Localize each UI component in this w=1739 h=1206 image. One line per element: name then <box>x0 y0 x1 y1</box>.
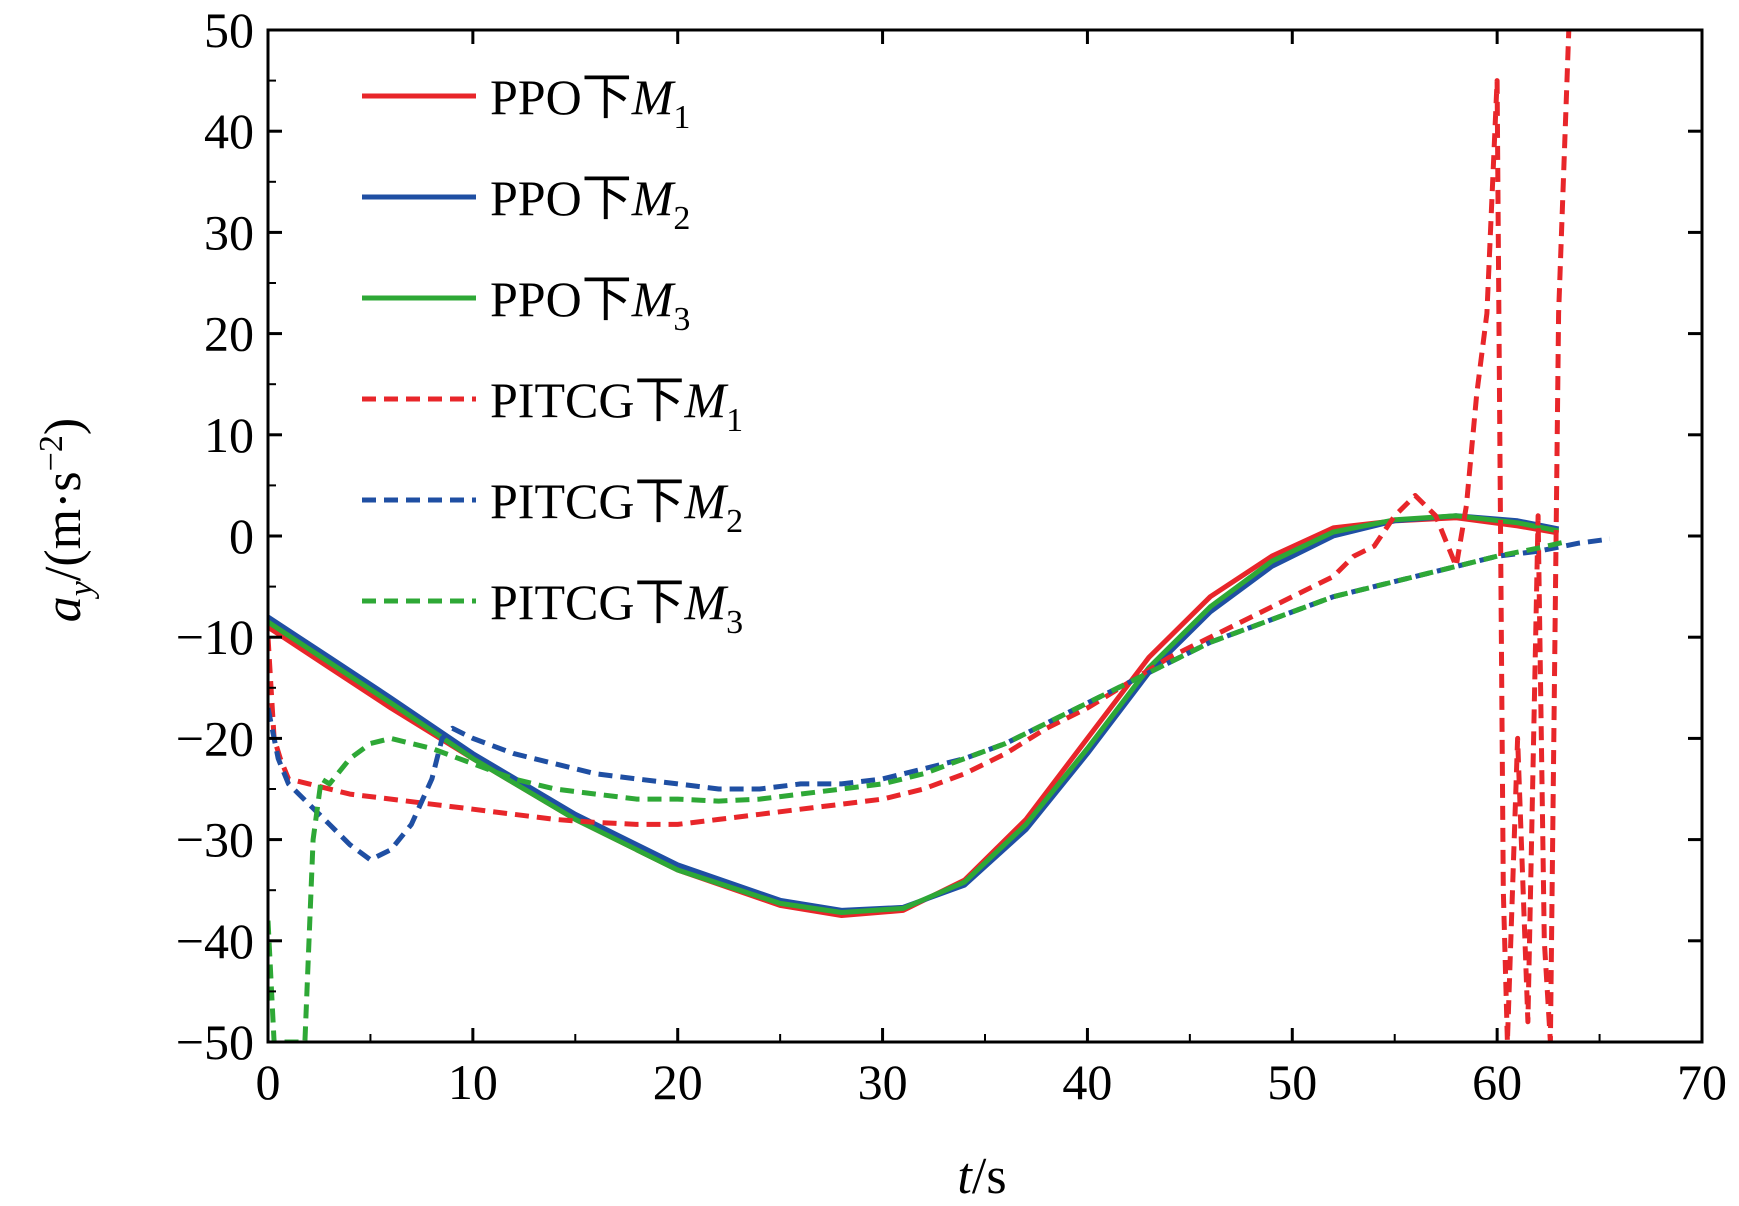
x-tick-label: 10 <box>448 1054 498 1110</box>
y-tick-label: 50 <box>204 2 254 58</box>
x-axis: 0 10 20 30 40 50 60 70 <box>256 30 1727 1110</box>
legend-label-sub: 2 <box>726 503 743 540</box>
x-tick-label: 60 <box>1472 1054 1522 1110</box>
svg-text:ay/(m·s−2): ay/(m·s−2) <box>33 418 100 622</box>
y-tick-label: −10 <box>176 609 254 665</box>
series-line-2 <box>268 513 1560 913</box>
y-axis-unit-close: ) <box>35 418 92 435</box>
series-lines <box>268 30 1611 1042</box>
legend-label-1: PPO下M1 <box>490 69 690 136</box>
legend-label-var: M <box>683 473 728 529</box>
x-tick-label: 40 <box>1062 1054 1112 1110</box>
y-tick-label: −40 <box>176 913 254 969</box>
plot-frame <box>266 28 1704 1044</box>
series-line-6 <box>268 538 1570 1042</box>
legend-label-prefix: PPO下 <box>490 69 632 125</box>
svg-text:t/s: t/s <box>957 1148 1006 1205</box>
legend-label-var: M <box>631 271 676 327</box>
y-axis: −50 −40 −30 −20 −10 0 10 20 30 40 50 <box>176 2 1702 1070</box>
legend-label-prefix: PITCG下 <box>490 372 684 428</box>
y-tick-label: 0 <box>229 508 254 564</box>
legend-label-sub: 2 <box>673 200 690 237</box>
y-axis-var-sub: y <box>63 580 100 599</box>
y-tick-label: 40 <box>204 103 254 159</box>
y-tick-label: −30 <box>176 812 254 868</box>
y-axis-unit: /(m·s <box>35 471 92 581</box>
x-tick-label: 20 <box>653 1054 703 1110</box>
y-axis-title: ay/(m·s−2) <box>33 418 100 622</box>
x-tick-label: 70 <box>1677 1054 1727 1110</box>
x-tick-label: 30 <box>858 1054 908 1110</box>
series-line-1 <box>268 515 1560 918</box>
legend-label-sub: 1 <box>726 402 743 439</box>
legend-label-var: M <box>683 574 728 630</box>
legend-label-3: PPO下M3 <box>490 271 690 338</box>
legend-label-4: PITCG下M1 <box>490 372 743 439</box>
y-tick-label: 20 <box>204 306 254 362</box>
x-axis-unit: /s <box>972 1148 1007 1205</box>
y-axis-unit-sup: −2 <box>33 435 70 471</box>
legend-label-var: M <box>631 69 676 125</box>
x-tick-label: 0 <box>256 1054 281 1110</box>
legend-label-5: PITCG下M2 <box>490 473 743 540</box>
y-tick-label: −20 <box>176 710 254 766</box>
y-tick-label: −50 <box>176 1014 254 1070</box>
legend-label-prefix: PITCG下 <box>490 574 684 630</box>
x-axis-var: t <box>957 1148 973 1205</box>
legend-label-var: M <box>631 170 676 226</box>
series-line-3 <box>268 513 1560 915</box>
legend-label-sub: 3 <box>673 301 690 338</box>
legend-label-var: M <box>683 372 728 428</box>
series-line-4 <box>268 30 1572 1042</box>
x-axis-title: t/s <box>957 1148 1006 1205</box>
y-axis-var: a <box>35 596 92 622</box>
legend-label-prefix: PPO下 <box>490 271 632 327</box>
x-tick-label: 50 <box>1267 1054 1317 1110</box>
legend-label-prefix: PITCG下 <box>490 473 684 529</box>
y-tick-label: 10 <box>204 407 254 463</box>
legend-label-2: PPO下M2 <box>490 170 690 237</box>
legend: PPO下M1PPO下M2PPO下M3PITCG下M1PITCG下M2PITCG下… <box>362 69 743 641</box>
legend-label-6: PITCG下M3 <box>490 574 743 641</box>
legend-label-prefix: PPO下 <box>490 170 632 226</box>
legend-label-sub: 3 <box>726 604 743 641</box>
legend-label-sub: 1 <box>673 99 690 136</box>
series-line-5 <box>268 536 1611 863</box>
y-tick-label: 30 <box>204 204 254 260</box>
